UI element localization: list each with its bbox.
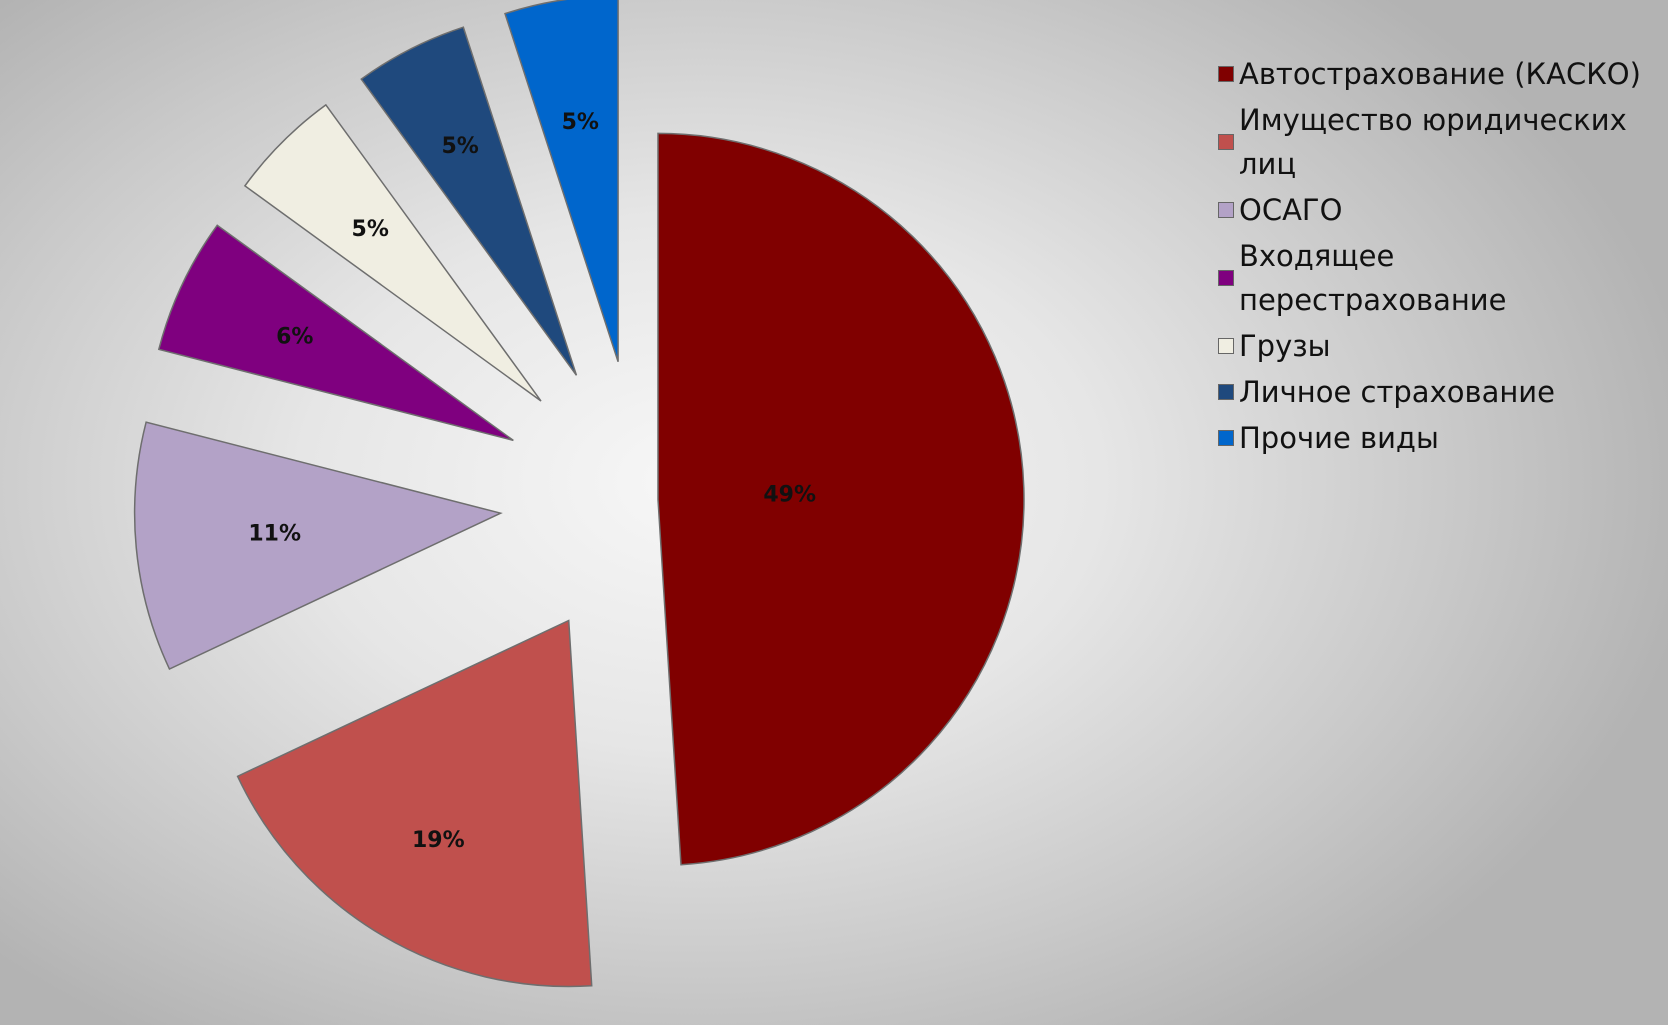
legend-label: Автострахование (КАСКО) — [1239, 57, 1641, 91]
legend-label: Прочие виды — [1239, 421, 1439, 455]
legend-label: Грузы — [1239, 329, 1331, 363]
pie-slice-other — [504, 0, 619, 362]
legend-swatch — [1218, 202, 1234, 218]
slice-label-other: 5% — [562, 110, 599, 135]
legend-item-other: Прочие виды — [1218, 416, 1668, 460]
legend-swatch — [1218, 66, 1234, 82]
slice-label-cargo: 5% — [352, 217, 389, 242]
legend-label: Личное страхование — [1239, 375, 1555, 409]
slice-label-osago: 11% — [248, 522, 301, 547]
legend-swatch — [1218, 430, 1234, 446]
legend-swatch — [1218, 338, 1234, 354]
slice-label-kasko: 49% — [763, 482, 816, 507]
pie-slice-reinsurance — [157, 224, 514, 442]
slice-label-reinsurance: 6% — [276, 325, 313, 350]
legend-item-personal: Личное страхование — [1218, 370, 1668, 414]
chart-legend: Автострахование (КАСКО) Имущество юридич… — [1218, 52, 1668, 462]
legend-item-property: Имущество юридических лиц — [1218, 98, 1668, 186]
legend-label: ОСАГО — [1239, 193, 1343, 227]
pie-slice-personal — [360, 26, 578, 376]
legend-label: Входящее перестрахование — [1239, 239, 1507, 317]
legend-item-kasko: Автострахование (КАСКО) — [1218, 52, 1668, 96]
slice-label-personal: 5% — [441, 134, 478, 159]
legend-item-reinsurance: Входящее перестрахование — [1218, 234, 1668, 322]
pie-slice-property — [236, 619, 593, 988]
legend-swatch — [1218, 270, 1234, 286]
pie-slice-osago — [133, 421, 503, 671]
pie-slice-cargo — [243, 103, 542, 402]
legend-swatch — [1218, 134, 1234, 150]
legend-item-cargo: Грузы — [1218, 324, 1668, 368]
pie-slice-kasko — [657, 132, 1025, 866]
legend-item-osago: ОСАГО — [1218, 188, 1668, 232]
slice-label-property: 19% — [412, 828, 465, 853]
legend-label: Имущество юридических лиц — [1239, 103, 1627, 181]
legend-swatch — [1218, 384, 1234, 400]
